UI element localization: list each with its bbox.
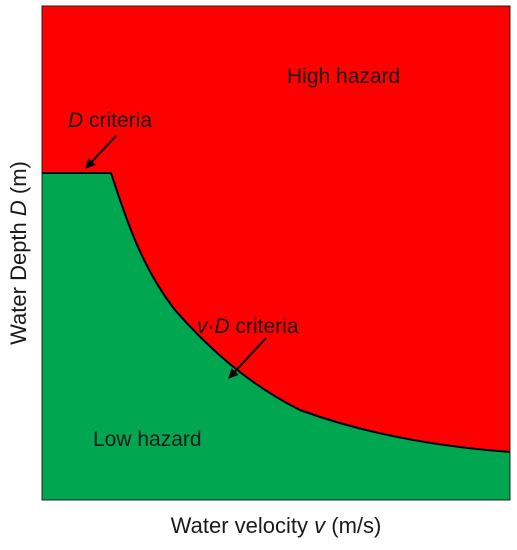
vd-criteria-d: D [215, 315, 230, 338]
vd-criteria-label: v·D criteria [197, 315, 299, 338]
y-axis-label-text: Water Depth [6, 216, 31, 345]
y-axis-label-unit: (m) [6, 161, 31, 200]
vd-criteria-arrow-icon [228, 337, 267, 379]
y-axis-label-var: D [6, 200, 31, 216]
d-criteria-text: criteria [83, 109, 152, 132]
x-axis-label-unit: (m/s) [325, 513, 381, 538]
low-hazard-region [42, 173, 510, 500]
vd-criteria-text: criteria [230, 315, 299, 338]
d-criteria-var: D [68, 109, 83, 132]
x-axis-label-text: Water velocity [171, 513, 314, 538]
d-criteria-label: D criteria [68, 109, 152, 132]
plot-frame [41, 5, 511, 501]
high-hazard-label: High hazard [287, 65, 400, 88]
d-criteria-arrow-icon [85, 135, 117, 169]
vd-criteria-dot: · [208, 315, 215, 338]
low-hazard-label: Low hazard [93, 428, 202, 451]
x-axis-label-var: v [314, 513, 327, 538]
x-axis-label: Water velocity v (m/s) [171, 513, 382, 538]
y-axis-label: Water Depth D (m) [6, 161, 31, 345]
vd-criteria-v: v [197, 315, 209, 338]
